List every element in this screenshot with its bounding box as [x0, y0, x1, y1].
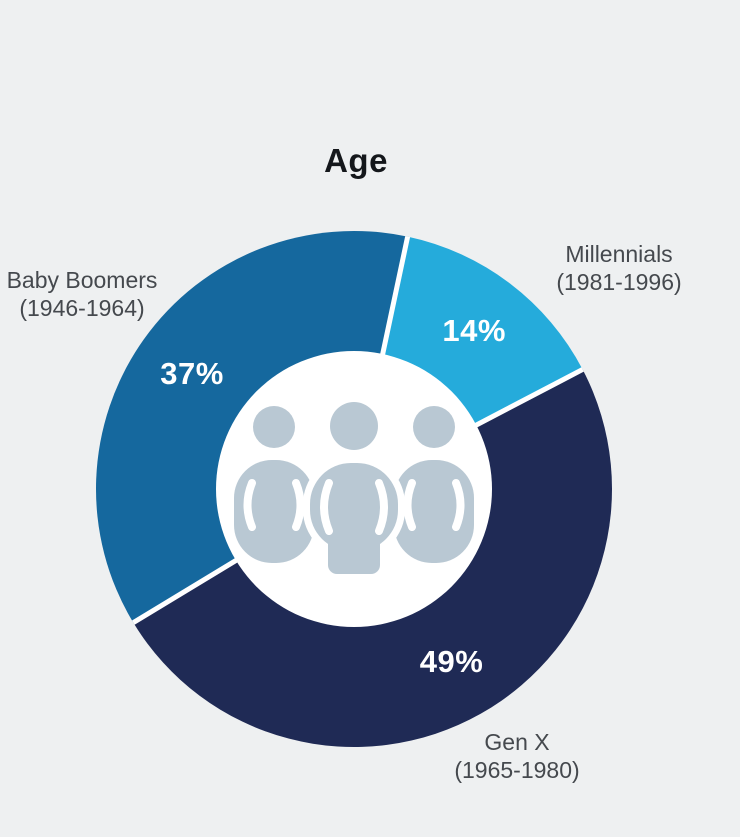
label-baby-boomers-years: (1946-1964) [19, 295, 145, 321]
label-gen-x-years: (1965-1980) [454, 757, 580, 783]
segment-value-label: 37% [160, 355, 224, 391]
label-baby-boomers-name: Baby Boomers [6, 267, 158, 293]
person-middle-icon [303, 395, 405, 581]
label-baby-boomers: Baby Boomers (1946-1964) [0, 266, 164, 322]
person-right-icon [394, 406, 474, 563]
label-gen-x: Gen X (1965-1980) [434, 728, 600, 784]
people-group-icon [234, 395, 474, 581]
label-gen-x-name: Gen X [484, 729, 550, 755]
chart-title: Age [324, 142, 388, 179]
segment-value-label: 49% [419, 644, 484, 680]
person-left-icon [234, 406, 314, 563]
label-millennials-years: (1981-1996) [556, 269, 682, 295]
label-millennials-name: Millennials [565, 241, 673, 267]
segment-value-label: 14% [442, 312, 506, 348]
label-millennials: Millennials (1981-1996) [536, 240, 702, 296]
